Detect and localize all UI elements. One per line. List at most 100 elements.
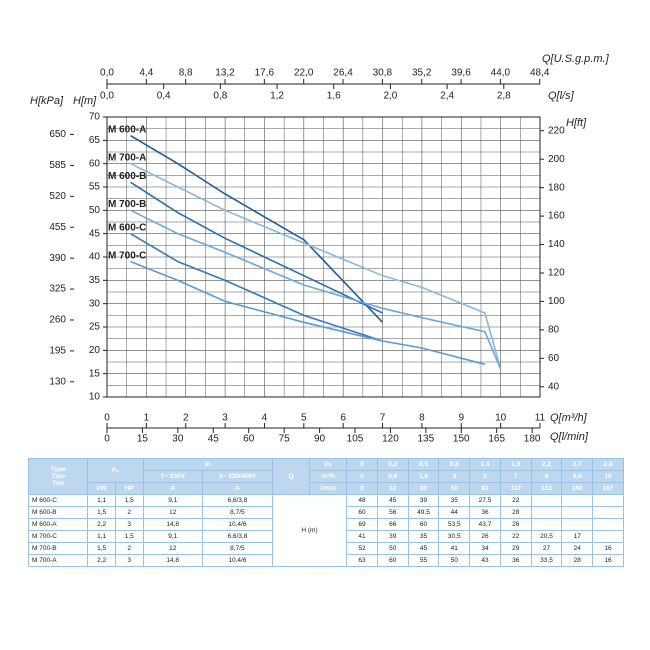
table-cell: 60 <box>346 506 378 519</box>
y-tick-label: 130 <box>49 376 66 387</box>
table-cell: 1,5 <box>114 494 144 507</box>
x-tick-label: 135 <box>418 434 435 445</box>
table-cell: M 700-B <box>27 542 89 555</box>
table-cell: M 600-A <box>27 518 89 531</box>
x-tick-label: 26,4 <box>333 68 353 79</box>
y-tick-label: 15 <box>89 368 101 379</box>
table-cell: 26 <box>469 530 501 543</box>
header-cell: 10 <box>376 482 409 495</box>
empty-cell <box>592 530 624 543</box>
table-cell: 35 <box>407 530 440 543</box>
x-tick-label: 4 <box>262 413 268 424</box>
header-cell: l/s <box>309 458 348 471</box>
y-tick-label: 325 <box>49 284 66 295</box>
table-cell: 9,1 <box>142 530 203 543</box>
table-cell: 1,5 <box>114 530 144 543</box>
table-cell: 44 <box>438 506 471 519</box>
empty-cell <box>561 518 594 531</box>
y-tick-label: 390 <box>49 253 66 264</box>
y-tick-label: 70 <box>89 112 101 123</box>
y-tick-label: 80 <box>548 325 560 336</box>
table-cell: 20,5 <box>530 530 563 543</box>
table-cell: 55 <box>407 554 440 567</box>
header-cell: 7 <box>499 470 532 483</box>
header-text: Тип <box>52 480 65 487</box>
header-cell: 3~ 230/400V <box>201 470 273 483</box>
x-tick-label: 10 <box>495 413 507 424</box>
table-cell: 2,2 <box>87 554 116 567</box>
series-label: M 600-C <box>108 222 146 233</box>
table-cell: 1,1 <box>87 530 116 543</box>
x-tick-label: 120 <box>382 434 399 445</box>
y-tick-label: 650 <box>49 129 66 140</box>
y-tick-label: 195 <box>49 346 66 357</box>
y-tick-label: 120 <box>548 268 565 279</box>
series-label: M 600-A <box>108 124 146 135</box>
empty-cell <box>530 494 563 507</box>
x-tick-label: 75 <box>279 434 291 445</box>
table-cell: 29 <box>499 542 532 555</box>
empty-cell <box>530 518 563 531</box>
table-cell: 52 <box>346 542 378 555</box>
table-cell: 1,5 <box>87 506 116 519</box>
x3-axis-title: Q[l/s] <box>548 90 575 102</box>
table-row: M 700-C 1,1 1,5 9,1 6,6/3,8 41 39 35 30,5 26 22 20,… <box>27 530 624 543</box>
header-cell: 83 <box>469 482 501 495</box>
y-tick-label: 100 <box>548 296 565 307</box>
x-tick-label: 15 <box>137 434 149 445</box>
x-tick-label: 2,4 <box>440 91 454 102</box>
table-cell: 10,4/6 <box>201 518 273 531</box>
table-cell: 16 <box>592 554 624 567</box>
x-tick-label: 39,6 <box>451 68 471 79</box>
table-cell: 28 <box>561 554 594 567</box>
table-cell: M 700-A <box>27 554 89 567</box>
x-tick-label: 13,2 <box>215 68 235 79</box>
x-tick-label: 35,2 <box>412 68 432 79</box>
header-cell: 50 <box>438 482 471 495</box>
x-tick-label: 7 <box>380 413 386 424</box>
series-label: M 700-C <box>108 250 146 261</box>
y-tick-label: 140 <box>548 239 565 250</box>
table-cell: 66 <box>376 518 409 531</box>
empty-cell <box>592 518 624 531</box>
x-tick-label: 44,0 <box>491 68 511 79</box>
table-cell: 50 <box>376 542 409 555</box>
table-cell: 24 <box>561 542 594 555</box>
header-cell: 167 <box>592 482 624 495</box>
header-cell: 0,8 <box>438 458 471 471</box>
empty-cell <box>592 506 624 519</box>
header-text: Type <box>50 466 66 473</box>
header-cell: 1,9 <box>499 458 532 471</box>
y-tick-label: 200 <box>548 154 565 165</box>
table-cell: 16 <box>592 542 624 555</box>
y-tick-label: 455 <box>49 222 66 233</box>
table-cell: 35 <box>438 494 471 507</box>
x-axis-title: Q[m³/h] <box>550 412 588 424</box>
y-tick-label: 220 <box>548 125 565 136</box>
x-tick-label: 2,0 <box>383 91 397 102</box>
table-cell: M 600-C <box>27 494 89 507</box>
table-row: M 700-A 2,2 3 14,8 10,4/6 63 60 55 50 43 36 33,5 28 1… <box>27 554 624 567</box>
table-cell: 53,5 <box>438 518 471 531</box>
y-tick-label: 40 <box>548 381 560 392</box>
x-tick-label: 22,0 <box>294 68 314 79</box>
x-tick-label: 3 <box>222 413 228 424</box>
header-cell: 0 <box>346 482 378 495</box>
y2-axis-title: H[ft] <box>566 117 587 129</box>
curve <box>130 209 502 370</box>
header-cell: 2,8 <box>592 458 624 471</box>
x-tick-label: 1,6 <box>327 91 341 102</box>
header-cell: P₂ <box>87 458 144 483</box>
table-cell: 36 <box>499 554 532 567</box>
table-cell: 43 <box>469 554 501 567</box>
header-cell: kW <box>87 482 116 495</box>
x-tick-label: 2,8 <box>497 91 511 102</box>
header-cell: 0,5 <box>407 458 440 471</box>
table-cell: 3 <box>114 518 144 531</box>
x-tick-label: 0,0 <box>100 91 114 102</box>
empty-cell <box>530 506 563 519</box>
y-tick-label: 60 <box>548 353 560 364</box>
header-cell: 1,4 <box>469 458 501 471</box>
